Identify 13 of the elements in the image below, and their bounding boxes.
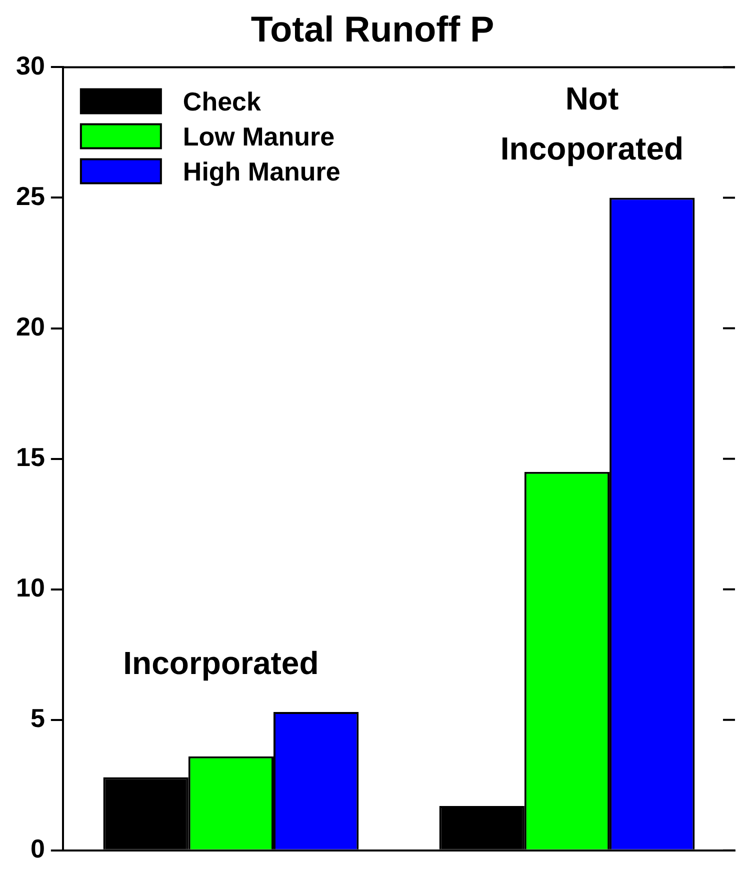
y-tick-label: 20 xyxy=(16,311,45,342)
legend-label: High Manure xyxy=(182,156,340,186)
y-tick-label: 15 xyxy=(16,442,45,472)
y-tick-label: 5 xyxy=(30,703,45,734)
y-tick-label: 25 xyxy=(16,180,45,211)
y-tick-label: 0 xyxy=(30,834,45,864)
y-tick-label: 30 xyxy=(16,50,45,80)
chart-title: Total Runoff P xyxy=(250,8,494,50)
legend-label: Check xyxy=(182,86,262,116)
y-tick-label: 10 xyxy=(16,572,45,603)
legend-label: Low Manure xyxy=(182,121,335,152)
annotation: Not Incoporated xyxy=(500,80,684,167)
annotation: Incorporated xyxy=(123,645,319,682)
